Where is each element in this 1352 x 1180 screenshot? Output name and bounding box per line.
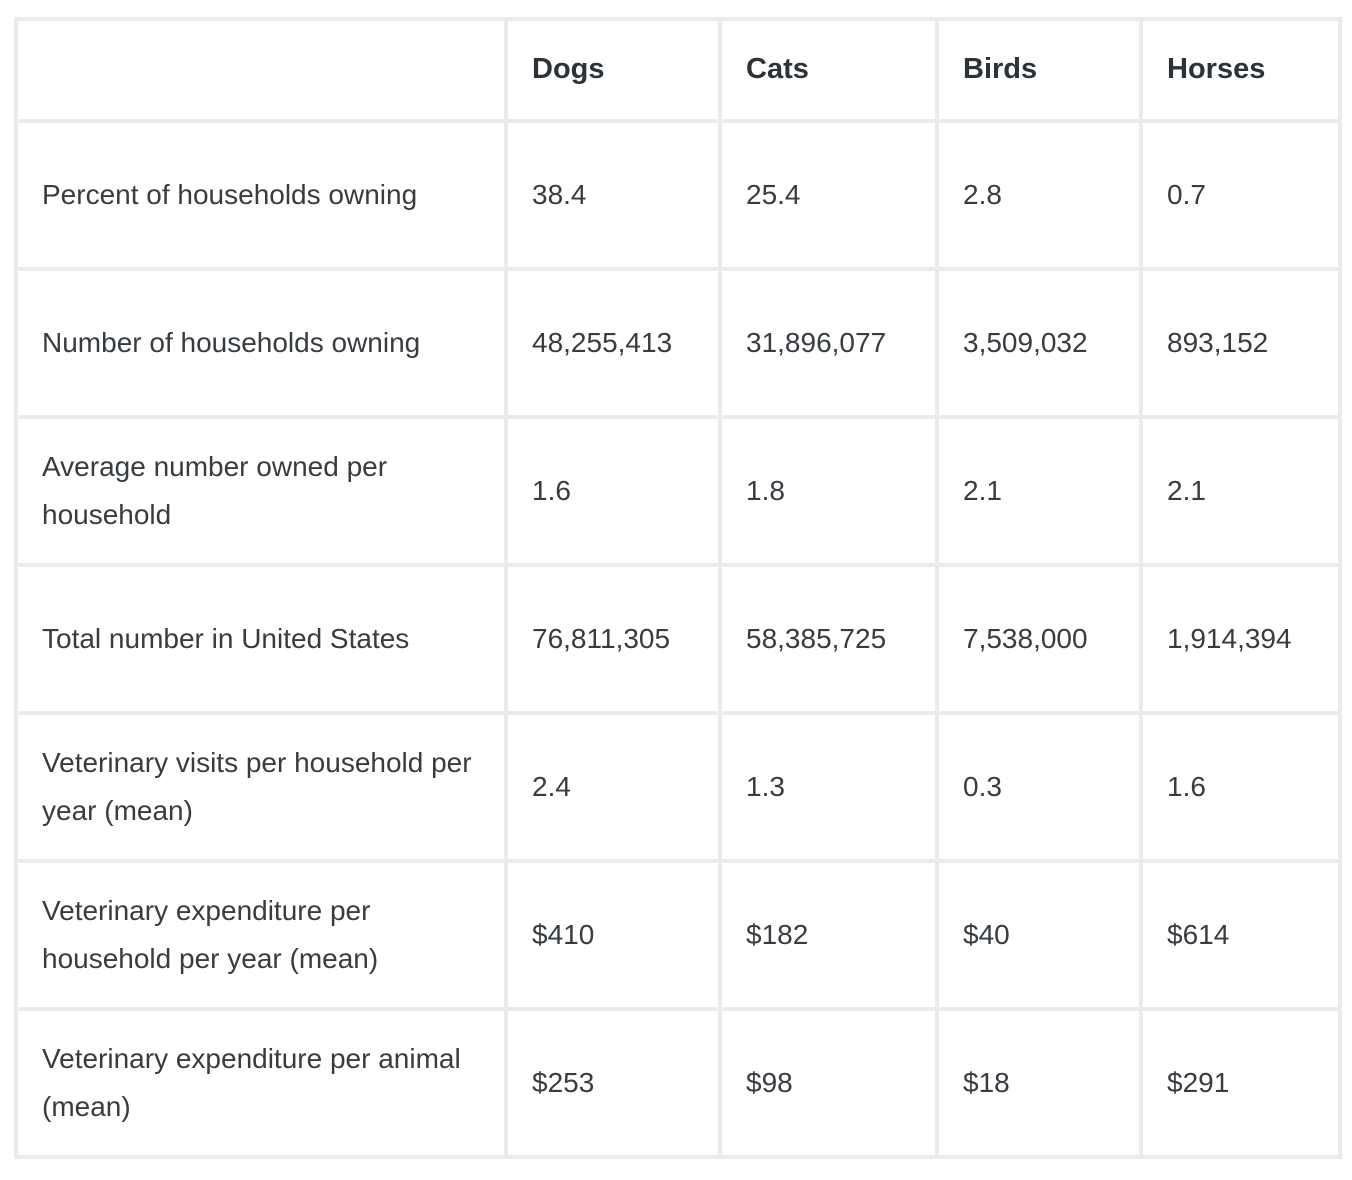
pet-statistics-table: Dogs Cats Birds Horses Percent of househ… <box>14 17 1342 1159</box>
table-cell: 1.3 <box>718 711 939 863</box>
table-cell: $18 <box>935 1007 1143 1159</box>
table-row-vet-visits: Veterinary visits per household per year… <box>14 711 1342 863</box>
table-cell: 0.3 <box>935 711 1143 863</box>
table-row-percent-owning: Percent of households owning 38.4 25.4 2… <box>14 119 1342 271</box>
table-cell: $182 <box>718 859 939 1011</box>
table-cell: 1.8 <box>718 415 939 567</box>
table-cell: 1.6 <box>504 415 722 567</box>
table-row-total-us: Total number in United States 76,811,305… <box>14 563 1342 715</box>
row-label: Total number in United States <box>14 563 508 715</box>
table-cell: $410 <box>504 859 722 1011</box>
table-cell: $98 <box>718 1007 939 1159</box>
table-cell: 76,811,305 <box>504 563 722 715</box>
row-label: Veterinary visits per household per year… <box>14 711 508 863</box>
table-cell: 0.7 <box>1139 119 1342 271</box>
table-row-vet-expenditure-household: Veterinary expenditure per household per… <box>14 859 1342 1011</box>
row-label: Veterinary expenditure per household per… <box>14 859 508 1011</box>
table-cell: 31,896,077 <box>718 267 939 419</box>
table-cell: 38.4 <box>504 119 722 271</box>
row-label: Veterinary expenditure per animal (mean) <box>14 1007 508 1159</box>
table-cell: 58,385,725 <box>718 563 939 715</box>
table-cell: 893,152 <box>1139 267 1342 419</box>
table-row-households-owning: Number of households owning 48,255,413 3… <box>14 267 1342 419</box>
row-label: Average number owned per household <box>14 415 508 567</box>
column-header-cats: Cats <box>718 17 939 123</box>
table-cell: 2.1 <box>935 415 1143 567</box>
table-cell: 3,509,032 <box>935 267 1143 419</box>
table-cell: 7,538,000 <box>935 563 1143 715</box>
table-cell: 1,914,394 <box>1139 563 1342 715</box>
table-cell: 1.6 <box>1139 711 1342 863</box>
table-cell: $253 <box>504 1007 722 1159</box>
table-cell: 2.4 <box>504 711 722 863</box>
row-label: Number of households owning <box>14 267 508 419</box>
table-cell: 2.1 <box>1139 415 1342 567</box>
column-header-birds: Birds <box>935 17 1143 123</box>
table-cell: $40 <box>935 859 1143 1011</box>
table-row-vet-expenditure-animal: Veterinary expenditure per animal (mean)… <box>14 1007 1342 1159</box>
column-header-horses: Horses <box>1139 17 1342 123</box>
table-cell: $614 <box>1139 859 1342 1011</box>
row-label: Percent of households owning <box>14 119 508 271</box>
table-header: Dogs Cats Birds Horses <box>14 17 1342 123</box>
table-cell: 48,255,413 <box>504 267 722 419</box>
corner-cell <box>14 17 508 123</box>
column-header-dogs: Dogs <box>504 17 722 123</box>
table-row-average-owned: Average number owned per household 1.6 1… <box>14 415 1342 567</box>
table-cell: 2.8 <box>935 119 1143 271</box>
table-body: Percent of households owning 38.4 25.4 2… <box>14 119 1342 1159</box>
header-row: Dogs Cats Birds Horses <box>14 17 1342 123</box>
table-cell: $291 <box>1139 1007 1342 1159</box>
table-cell: 25.4 <box>718 119 939 271</box>
